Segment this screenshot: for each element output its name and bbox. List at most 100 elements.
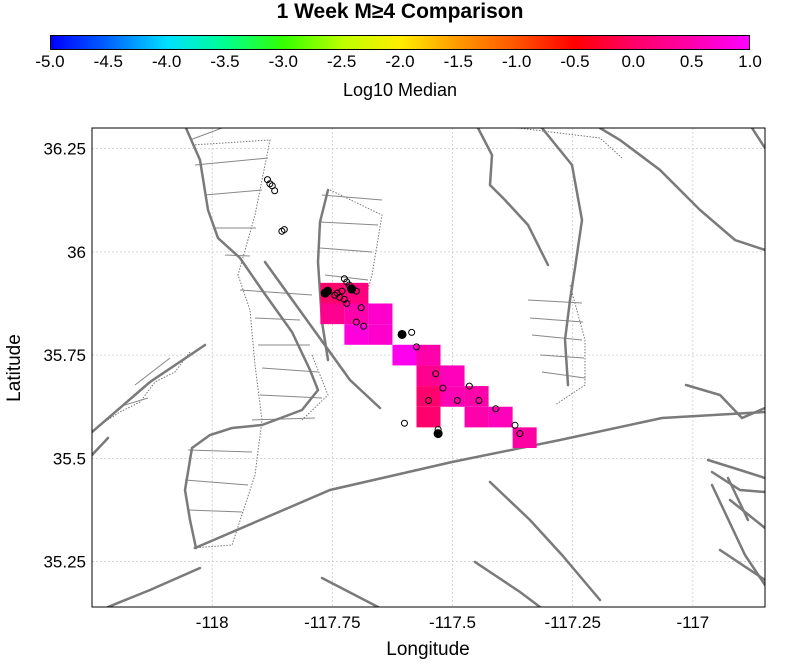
fault-trace xyxy=(684,383,765,420)
grid-cell xyxy=(440,386,465,407)
earthquake-marker xyxy=(360,322,368,330)
earthquake-marker xyxy=(338,287,346,295)
fault-trace xyxy=(92,343,207,434)
fault-trace xyxy=(710,470,765,494)
fault-trace xyxy=(726,476,750,522)
earthquake-marker xyxy=(400,419,408,427)
colorbar-tick-label: 1.0 xyxy=(738,52,762,71)
earthquake-marker-filled xyxy=(397,329,407,339)
earthquake-marker xyxy=(271,187,279,195)
fault-lines-major xyxy=(92,128,765,607)
earthquake-marker xyxy=(357,304,365,312)
plot-frame xyxy=(91,127,766,608)
earthquake-marker xyxy=(439,384,447,392)
fault-trace xyxy=(263,260,382,410)
fault-trace xyxy=(750,128,765,150)
y-tick-label: 35.25 xyxy=(43,553,86,572)
grid-cell xyxy=(368,324,393,345)
colorbar-tick-label: -0.5 xyxy=(560,52,590,71)
y-axis-ticks: 36.25 36 35.75 35.5 35.25 xyxy=(43,140,86,572)
fault-ticks xyxy=(124,128,586,513)
colorbar-tick-label: -3.0 xyxy=(268,52,298,71)
fault-trace xyxy=(193,410,765,550)
grid-cell xyxy=(464,406,489,428)
grid-cell xyxy=(416,406,441,428)
fault-trace xyxy=(598,128,765,252)
earthquake-marker xyxy=(453,397,461,405)
y-tick-label: 35.75 xyxy=(43,346,86,365)
fault-trace xyxy=(191,139,271,549)
x-tick-label: -118 xyxy=(196,613,229,632)
colorbar-tick-label: -4.5 xyxy=(93,52,123,71)
grid-cells xyxy=(320,282,537,449)
fault-trace xyxy=(106,566,202,607)
grid-cell xyxy=(488,406,513,428)
grid-cell xyxy=(344,324,369,345)
earthquakes-filled xyxy=(320,284,443,439)
grid-cell xyxy=(344,303,369,325)
colorbar-tick-label: -1.0 xyxy=(502,52,532,71)
grid-cell xyxy=(440,365,465,387)
colorbar-label: Log10 Median xyxy=(342,80,458,100)
grid-cell xyxy=(416,344,441,366)
earthquake-marker xyxy=(516,430,524,438)
earthquake-marker-filled xyxy=(347,284,357,294)
figure-title: 1 Week M≥4 Comparison xyxy=(276,0,524,23)
x-tick-label: -117.75 xyxy=(304,613,360,632)
earthquake-marker xyxy=(475,397,483,405)
earthquake-marker xyxy=(412,343,420,351)
grid-cell xyxy=(416,386,441,407)
earthquake-marker xyxy=(408,328,416,336)
x-axis-label: Longitude xyxy=(386,639,469,660)
colorbar-tick-label: -5.0 xyxy=(35,52,65,71)
earthquake-marker-filled xyxy=(433,429,443,439)
fault-trace xyxy=(183,128,320,550)
colorbar xyxy=(50,35,750,50)
fault-trace xyxy=(706,458,765,480)
grid-cell xyxy=(512,427,537,449)
colorbar-tick-label: -2.0 xyxy=(385,52,415,71)
fault-trace xyxy=(301,354,329,421)
grid-cell xyxy=(368,303,393,325)
earthquake-marker xyxy=(511,421,519,429)
grid-cell xyxy=(464,386,489,407)
fault-trace xyxy=(540,128,584,387)
fault-trace xyxy=(728,498,765,530)
earthquakes-open xyxy=(263,176,524,438)
colorbar-tick-label: -3.5 xyxy=(210,52,240,71)
fault-trace xyxy=(473,560,542,607)
colorbar-tick-label: -1.5 xyxy=(443,52,473,71)
colorbar-tick-label: -4.0 xyxy=(152,52,182,71)
y-tick-label: 36 xyxy=(67,243,86,262)
x-axis-ticks: -118 -117.75 -117.5 -117.25 -117 xyxy=(196,613,709,632)
x-tick-label: -117.5 xyxy=(429,613,476,632)
grid-cell xyxy=(416,365,441,387)
earthquake-marker xyxy=(352,318,360,326)
fault-trace xyxy=(320,576,380,607)
colorbar-tick-label: -2.5 xyxy=(327,52,357,71)
y-tick-label: 35.5 xyxy=(53,449,86,468)
earthquake-marker xyxy=(280,226,288,234)
y-tick-label: 36.25 xyxy=(43,140,86,159)
colorbar-tick-label: 0.5 xyxy=(679,52,704,71)
fault-trace xyxy=(476,128,550,267)
fault-trace xyxy=(554,284,586,406)
grid-cell xyxy=(320,303,345,325)
earthquake-marker xyxy=(343,299,351,307)
fault-trace xyxy=(718,548,765,582)
earthquake-marker xyxy=(432,370,440,378)
colorbar-tick-label: 0.0 xyxy=(621,52,646,71)
x-tick-label: -117 xyxy=(677,613,710,632)
earthquake-marker xyxy=(492,405,500,413)
fault-trace xyxy=(316,188,330,362)
fault-trace xyxy=(92,436,110,457)
earthquake-marker xyxy=(425,397,432,405)
grid-cell xyxy=(392,344,417,366)
fault-trace xyxy=(488,480,602,602)
y-axis-label: Latitude xyxy=(4,334,25,402)
earthquake-marker-filled xyxy=(323,286,333,296)
earthquake-marker xyxy=(465,382,473,390)
x-tick-label: -117.25 xyxy=(545,613,601,632)
